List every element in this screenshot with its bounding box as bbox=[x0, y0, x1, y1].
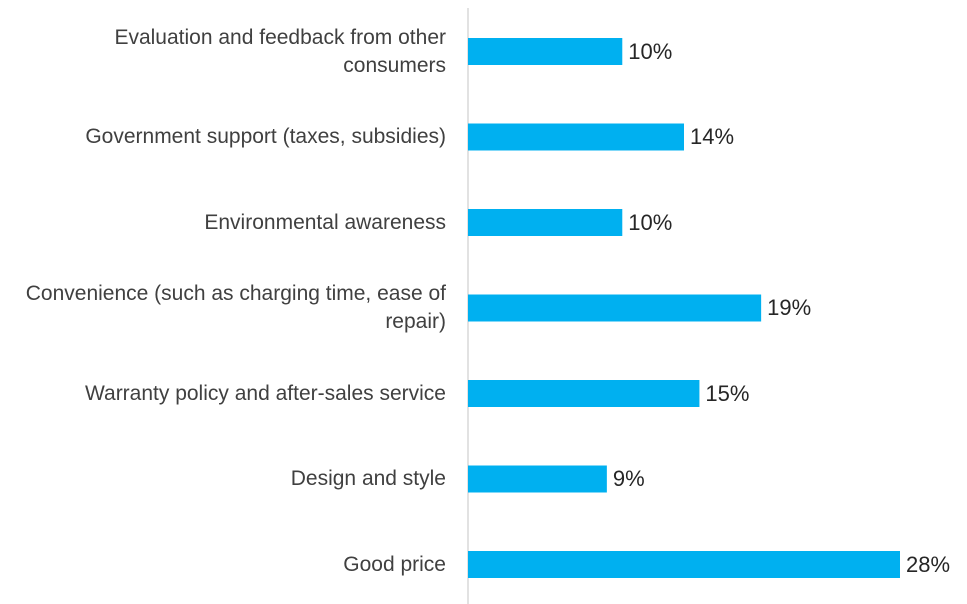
category-label: Convenience (such as charging time, ease… bbox=[25, 282, 446, 333]
bar bbox=[468, 551, 900, 578]
data-label: 19% bbox=[767, 295, 812, 320]
category-label: Warranty policy and after-sales service bbox=[84, 381, 446, 405]
data-label: 14% bbox=[690, 124, 735, 149]
data-label: 10% bbox=[628, 38, 673, 64]
bar bbox=[468, 38, 623, 65]
bar bbox=[468, 294, 762, 322]
bar bbox=[468, 380, 700, 407]
category-label: Design and style bbox=[290, 467, 446, 490]
category-label: Environmental awareness bbox=[204, 210, 446, 234]
data-label: 15% bbox=[705, 380, 750, 406]
data-label: 28% bbox=[906, 551, 951, 577]
data-label: 10% bbox=[628, 209, 673, 235]
data-label: 9% bbox=[612, 466, 645, 491]
category-label: Government support (taxes, subsidies) bbox=[85, 125, 446, 148]
category-label: Good price bbox=[343, 552, 446, 576]
bar bbox=[468, 465, 607, 493]
bar bbox=[468, 209, 623, 236]
bar bbox=[468, 123, 684, 151]
category-label: Evaluation and feedback from other consu… bbox=[114, 25, 446, 77]
